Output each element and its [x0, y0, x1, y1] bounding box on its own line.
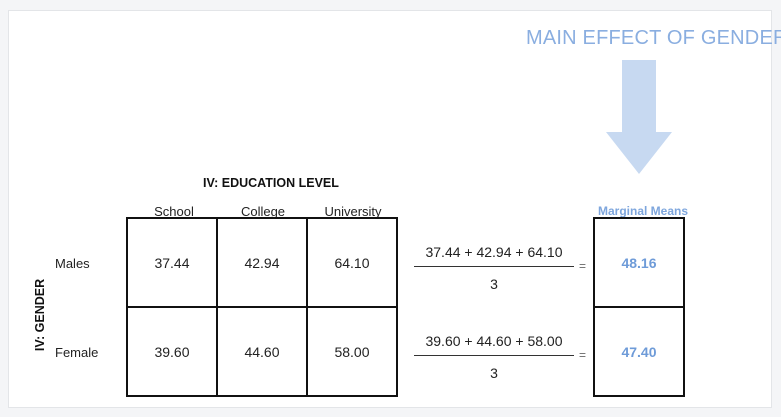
- diagram-canvas: MAIN EFFECT OF GENDER IV: EDUCATION LEVE…: [8, 10, 781, 408]
- table-cell: 58.00: [306, 306, 398, 397]
- female-numerator: 39.60 + 44.60 + 58.00: [425, 333, 563, 349]
- gender-label: IV: GENDER: [33, 278, 47, 352]
- female-denominator: 3: [490, 365, 498, 381]
- column-header-university: University: [324, 204, 382, 219]
- males-marginal-mean: 48.16: [593, 217, 685, 308]
- table-cell: 64.10: [306, 217, 398, 308]
- page-title: MAIN EFFECT OF GENDER: [526, 27, 781, 49]
- males-fraction-bar: [414, 266, 574, 267]
- down-arrow-icon: [606, 60, 672, 174]
- table-cell: 42.94: [216, 217, 308, 308]
- males-numerator: 37.44 + 42.94 + 64.10: [425, 244, 563, 260]
- female-fraction-bar: [414, 355, 574, 356]
- row-header-female: Female: [55, 345, 99, 360]
- table-cell: 37.44: [126, 217, 218, 308]
- table-cell: 39.60: [126, 306, 218, 397]
- column-header-school: School: [154, 204, 194, 219]
- row-header-males: Males: [55, 256, 90, 271]
- marginal-means-header: Marginal Means: [598, 204, 689, 218]
- female-marginal-mean: 47.40: [593, 306, 685, 397]
- education-level-label: IV: EDUCATION LEVEL: [203, 176, 339, 190]
- female-equals-sign: =: [579, 348, 587, 362]
- column-header-college: College: [240, 204, 286, 219]
- males-equals-sign: =: [579, 259, 587, 273]
- table-cell: 44.60: [216, 306, 308, 397]
- males-denominator: 3: [490, 276, 498, 292]
